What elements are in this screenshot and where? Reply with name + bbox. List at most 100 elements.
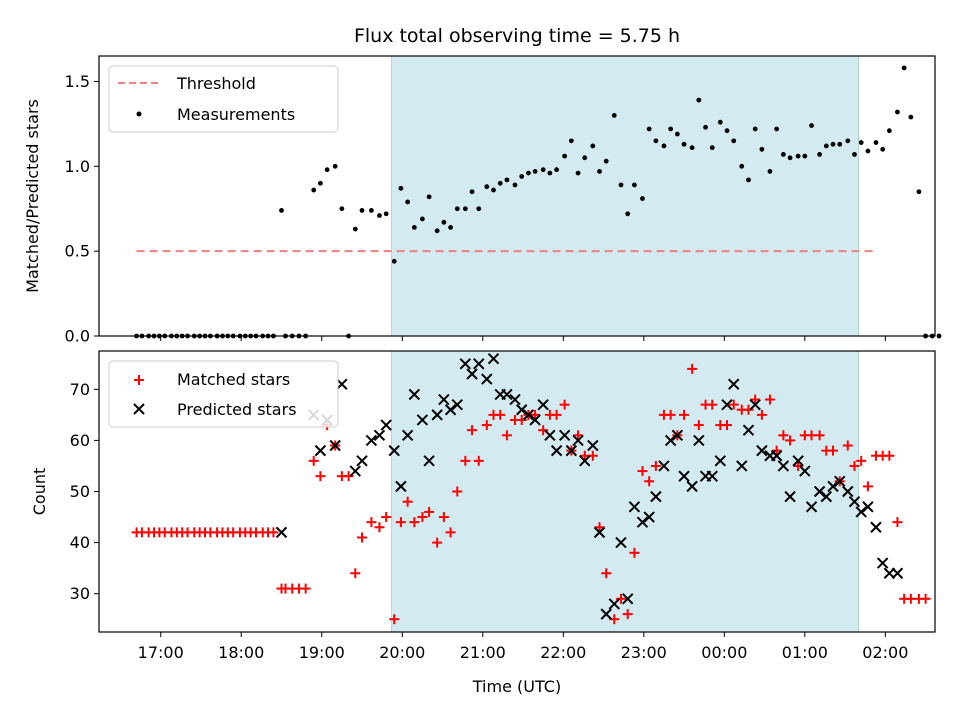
measurement-point	[603, 158, 609, 164]
measurement-point	[668, 126, 674, 132]
matched-star-point	[622, 609, 633, 620]
matched-star-point	[438, 512, 449, 523]
bottom-x-tick-label: 00:00	[701, 643, 747, 662]
measurement-point	[448, 224, 453, 230]
matched-star-point	[495, 409, 506, 420]
bottom-x-tick-label: 17:00	[138, 643, 184, 662]
predicted-star-point	[537, 398, 549, 411]
chart-title: Flux total observing time = 5.75 h	[354, 25, 680, 47]
legend-predicted-marker	[133, 403, 145, 415]
matched-star-point	[679, 409, 690, 420]
measurement-point	[852, 152, 857, 157]
measurement-point	[759, 146, 765, 152]
measurement-point	[377, 213, 382, 218]
measurement-point	[752, 126, 758, 132]
measurement-point	[646, 126, 652, 132]
predicted-star-point	[636, 516, 649, 528]
measurement-point	[332, 163, 338, 169]
measurement-point	[405, 199, 411, 205]
matched-star-point	[828, 445, 839, 456]
predicted-star-point	[756, 444, 768, 457]
predicted-star-point	[820, 490, 833, 503]
predicted-star-point	[481, 373, 493, 385]
predicted-star-point	[799, 465, 811, 477]
predicted-star-point	[565, 444, 578, 457]
bottom-panel: 30 40 50 60 70 17:00 18:00 19:00 20:00 21:00 22:0…	[30, 350, 936, 696]
matched-star-point	[793, 460, 804, 471]
measurement-point	[873, 140, 879, 145]
top-plot-frame	[98, 55, 936, 337]
top-y-axis-label: Matched/Predicted stars	[23, 99, 42, 293]
matched-star-point	[856, 455, 867, 466]
matched-star-point	[629, 547, 640, 558]
measurement-point	[689, 145, 695, 151]
matched-star-point	[432, 537, 443, 548]
bottom-x-tick-label: 23:00	[621, 643, 667, 662]
predicted-star-point	[736, 460, 748, 472]
matched-star-point	[381, 512, 392, 523]
measurement-point	[318, 180, 323, 186]
matched-star-point	[374, 522, 385, 533]
matched-star-point	[559, 399, 570, 410]
predicted-star-point	[628, 501, 641, 513]
predicted-star-point	[643, 511, 655, 523]
predicted-star-point	[431, 409, 443, 421]
predicted-star-point	[416, 414, 429, 426]
predicted-star-point	[365, 434, 378, 447]
measurement-point	[709, 145, 715, 151]
predicted-star-point	[593, 526, 606, 539]
measurement-point	[469, 189, 475, 195]
measurement-point	[802, 153, 808, 159]
measurement-point	[582, 155, 588, 161]
measurement-point	[491, 187, 496, 193]
predicted-star-point	[509, 393, 521, 406]
measurement-point	[880, 146, 886, 152]
measurement-point	[865, 148, 871, 154]
legend-measurements-swatch	[136, 111, 142, 117]
matched-star-point	[300, 583, 311, 594]
measurement-point	[681, 141, 687, 147]
measurement-point	[590, 143, 596, 149]
bottom-x-tick-label: 19:00	[299, 643, 345, 662]
measurement-point	[787, 155, 793, 161]
predicted-star-point	[693, 434, 705, 447]
measurement-point	[908, 114, 914, 120]
measurement-point	[568, 138, 574, 144]
matched-star-point	[473, 455, 484, 466]
measurement-point	[916, 189, 922, 195]
matched-star-point	[771, 445, 782, 456]
matched-star-point	[357, 532, 368, 543]
measurement-point	[901, 65, 907, 71]
matched-star-point	[693, 420, 704, 431]
matched-star-point	[395, 517, 406, 528]
legend-predicted-label: Predicted stars	[177, 400, 297, 419]
measurement-point	[504, 177, 510, 183]
predicted-star-point	[275, 526, 288, 539]
measurement-point	[476, 206, 482, 212]
predicted-star-point	[728, 378, 740, 390]
predicted-star-point	[876, 557, 889, 569]
predicted-star-point	[706, 470, 718, 482]
bottom-observing-window	[391, 350, 860, 633]
matched-star-point	[389, 614, 400, 625]
predicted-star-point	[401, 429, 414, 442]
matched-star-point	[750, 394, 761, 405]
measurement-point	[618, 182, 624, 188]
measurement-point	[383, 211, 389, 217]
measurement-point	[554, 167, 559, 173]
predicted-star-point	[784, 490, 796, 503]
legend-matched-swatch	[134, 375, 144, 385]
matched-star-point	[445, 527, 456, 538]
top-legend-box	[108, 65, 339, 133]
matched-star-point	[722, 420, 733, 431]
top-panel: 0.0 0.5 1.0 1.5 Flux total observing time =…	[23, 25, 942, 346]
predicted-star-point	[600, 608, 612, 620]
bottom-x-tick-label: 01:00	[782, 643, 828, 662]
legend-matched-marker	[134, 375, 144, 385]
measurement-point	[746, 177, 751, 183]
predicted-star-point	[408, 388, 421, 401]
bottom-x-tick-label: 18:00	[218, 643, 264, 662]
matched-star-point	[481, 420, 492, 431]
top-y-tick-label: 1.5	[65, 72, 90, 91]
predicted-star-point	[813, 485, 826, 498]
